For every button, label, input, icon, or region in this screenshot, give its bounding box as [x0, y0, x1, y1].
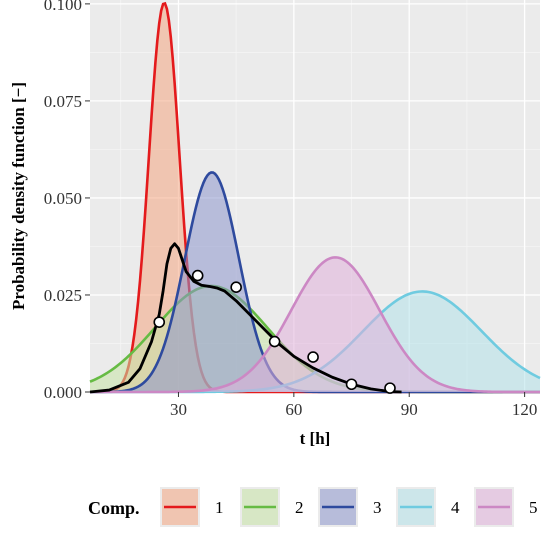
component-5-curve: [90, 256, 540, 394]
axes: 30 60 90 120 0.000 0.025 0.050 0.075 0.100: [44, 0, 538, 419]
legend-label-4: 4: [451, 498, 460, 517]
y-tick-label: 0.000: [44, 383, 82, 402]
component-areas: [89, 1, 541, 394]
observation-point: [384, 382, 396, 394]
x-tick-label: 30: [170, 400, 187, 419]
y-tick-label: 0.025: [44, 286, 82, 305]
observation-point: [268, 335, 281, 348]
x-axis-title: t [h]: [300, 429, 331, 448]
observation-point: [345, 378, 358, 391]
y-tick-label: 0.050: [44, 189, 82, 208]
component-4-area: [90, 291, 540, 392]
legend-title: Comp.: [88, 498, 140, 518]
component-3-area: [90, 172, 540, 392]
legend: Comp. 1 2 3 4 5: [88, 487, 538, 527]
x-tick-label: 60: [285, 400, 302, 419]
y-tick-label: 0.100: [44, 0, 82, 14]
x-tick-label: 120: [512, 400, 538, 419]
observation-point: [307, 351, 319, 363]
y-tick-label: 0.075: [44, 92, 82, 111]
legend-label-3: 3: [373, 498, 382, 517]
legend-label-1: 1: [215, 498, 224, 517]
component-5-area: [90, 257, 540, 392]
observation-point: [230, 281, 242, 294]
observation-point: [191, 269, 204, 282]
x-tick-label: 90: [401, 400, 418, 419]
legend-label-2: 2: [295, 498, 304, 517]
legend-label-5: 5: [529, 498, 538, 517]
observation-point: [153, 316, 166, 328]
y-axis-title: Probability density function [−]: [9, 82, 28, 310]
observation-points: [153, 269, 396, 394]
